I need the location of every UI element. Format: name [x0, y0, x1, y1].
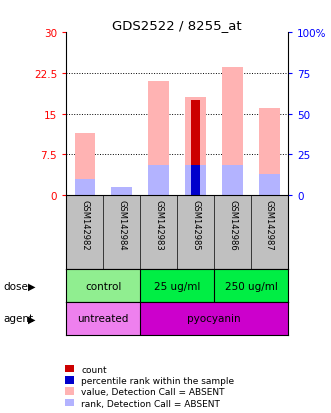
Bar — [112, 188, 132, 196]
Text: dose: dose — [3, 281, 28, 291]
Text: untreated: untreated — [77, 313, 129, 324]
Text: 250 ug/ml: 250 ug/ml — [224, 281, 277, 291]
Bar — [74, 180, 95, 196]
Legend: count, percentile rank within the sample, value, Detection Call = ABSENT, rank, : count, percentile rank within the sample… — [64, 364, 235, 408]
Bar — [112, 188, 132, 196]
Bar — [66, 270, 140, 302]
Bar — [259, 109, 280, 196]
Text: GSM142987: GSM142987 — [265, 199, 274, 250]
Title: GDS2522 / 8255_at: GDS2522 / 8255_at — [112, 19, 242, 32]
Text: GSM142985: GSM142985 — [191, 199, 200, 250]
Text: agent: agent — [3, 313, 33, 324]
Bar — [191, 166, 200, 196]
Bar — [185, 98, 206, 196]
Bar — [148, 166, 169, 196]
Bar — [148, 82, 169, 196]
Text: 25 ug/ml: 25 ug/ml — [154, 281, 200, 291]
Bar — [214, 270, 288, 302]
Bar — [259, 174, 280, 196]
Text: GSM142984: GSM142984 — [117, 199, 126, 250]
Bar — [140, 270, 214, 302]
Bar — [66, 302, 140, 335]
Text: ▶: ▶ — [28, 313, 36, 324]
Bar — [222, 166, 243, 196]
Bar — [222, 68, 243, 196]
Bar — [140, 302, 288, 335]
Text: GSM142982: GSM142982 — [80, 199, 89, 250]
Text: control: control — [85, 281, 121, 291]
Text: GSM142983: GSM142983 — [154, 199, 163, 250]
Bar — [74, 133, 95, 196]
Bar — [185, 166, 206, 196]
Text: pyocyanin: pyocyanin — [187, 313, 241, 324]
Bar — [191, 101, 200, 196]
Text: GSM142986: GSM142986 — [228, 199, 237, 250]
Text: ▶: ▶ — [28, 281, 36, 291]
